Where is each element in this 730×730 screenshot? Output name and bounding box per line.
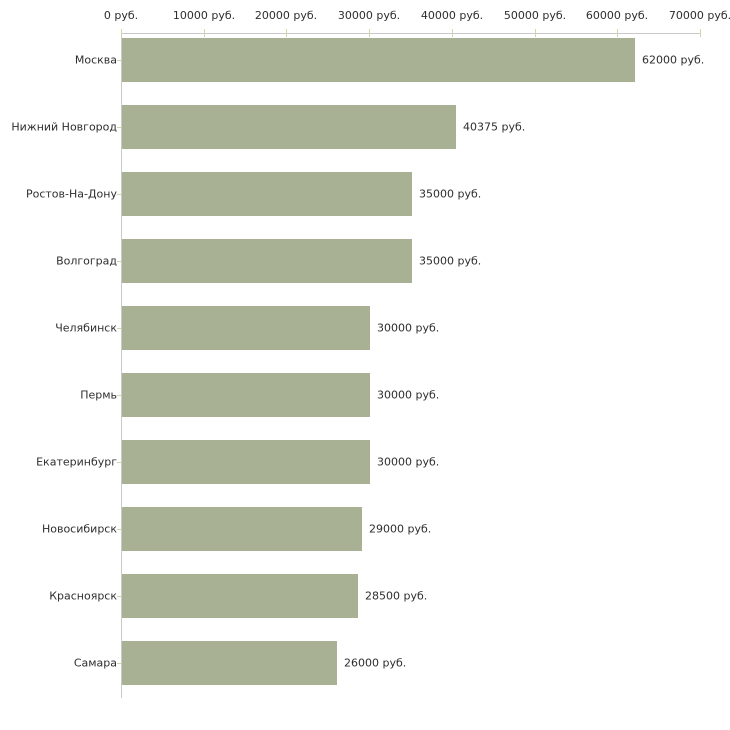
x-axis-tick-label: 40000 руб.	[420, 9, 484, 22]
category-label: Самара	[73, 656, 117, 670]
x-axis-tick-label: 50000 руб.	[503, 9, 567, 22]
y-axis-tick	[117, 462, 121, 463]
value-label: 62000 руб.	[642, 53, 705, 67]
bar-1	[122, 38, 635, 82]
y-axis-tick	[117, 395, 121, 396]
x-axis-tick-label: 20000 руб.	[254, 9, 318, 22]
y-axis-tick	[117, 194, 121, 195]
y-axis-tick	[117, 60, 121, 61]
x-axis-tick	[204, 29, 205, 37]
bar-7	[122, 440, 370, 484]
value-label: 30000 руб.	[377, 455, 440, 469]
x-axis-tick	[369, 29, 370, 37]
value-label: 30000 руб.	[377, 321, 440, 335]
y-axis-tick	[117, 328, 121, 329]
category-label: Пермь	[80, 388, 117, 402]
category-label: Челябинск	[55, 321, 117, 335]
y-axis-tick	[117, 127, 121, 128]
bar-4	[122, 239, 412, 283]
bar-6	[122, 373, 370, 417]
category-label: Ростов-На-Дону	[25, 187, 117, 201]
bar-10	[122, 641, 337, 685]
x-axis-tick	[286, 29, 287, 37]
y-axis-tick	[117, 596, 121, 597]
category-label: Нижний Новгород	[11, 120, 117, 134]
x-axis-tick-label: 70000 руб.	[668, 9, 730, 22]
value-label: 40375 руб.	[463, 120, 526, 134]
x-axis-tick	[452, 29, 453, 37]
value-label: 35000 руб.	[419, 254, 482, 268]
bar-8	[122, 507, 362, 551]
bar-5	[122, 306, 370, 350]
value-label: 35000 руб.	[419, 187, 482, 201]
bar-3	[122, 172, 412, 216]
bar-9	[122, 574, 358, 618]
value-label: 28500 руб.	[365, 589, 428, 603]
value-label: 30000 руб.	[377, 388, 440, 402]
x-axis-tick	[700, 29, 701, 37]
bar-2	[122, 105, 456, 149]
y-axis-tick	[117, 663, 121, 664]
value-label: 26000 руб.	[344, 656, 407, 670]
y-axis-line	[121, 33, 122, 698]
x-axis-tick	[121, 29, 122, 37]
x-axis-tick-label: 0 руб.	[103, 9, 139, 22]
x-axis-tick	[535, 29, 536, 37]
x-axis-line	[121, 33, 701, 34]
category-label: Москва	[74, 53, 117, 67]
value-label: 29000 руб.	[369, 522, 432, 536]
y-axis-tick	[117, 529, 121, 530]
x-axis-tick-label: 30000 руб.	[337, 9, 401, 22]
y-axis-tick	[117, 261, 121, 262]
category-label: Волгоград	[56, 254, 117, 268]
x-axis-tick-label: 10000 руб.	[172, 9, 236, 22]
category-label: Екатеринбург	[36, 455, 117, 469]
category-label: Новосибирск	[41, 522, 117, 536]
category-label: Красноярск	[49, 589, 117, 603]
x-axis-tick-label: 60000 руб.	[585, 9, 649, 22]
x-axis-tick	[617, 29, 618, 37]
